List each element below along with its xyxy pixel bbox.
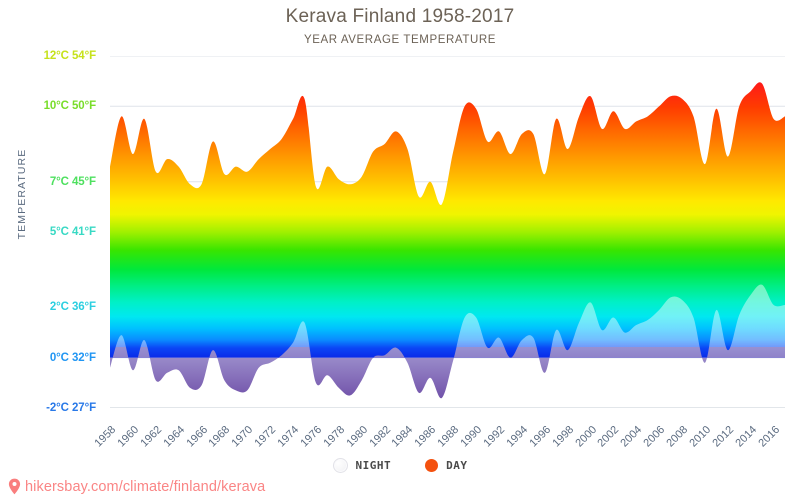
legend-label: NIGHT [355, 459, 392, 472]
day-series-area [110, 82, 785, 358]
y-axis-tick-5: 0°C 32°F [49, 351, 96, 364]
y-axis-tick-1: 10°C 50°F [43, 100, 97, 113]
page-title: Kerava Finland 1958-2017 [285, 6, 515, 27]
y-axis-tick-6: -2°C 27°F [46, 402, 96, 414]
plot-area [110, 56, 785, 408]
night-series-area [110, 284, 785, 398]
y-axis-tick-3: 5°C 41°F [49, 226, 96, 238]
night-dot [332, 458, 348, 473]
chart-subtitle: YEAR AVERAGE TEMPERATURE [303, 34, 497, 46]
day-dot [425, 459, 439, 472]
y-axis-tick-4: 2°C 36°F [49, 301, 96, 314]
legend-item-night[interactable]: NIGHT [332, 458, 392, 473]
legend-label: DAY [446, 459, 468, 472]
legend-item-day[interactable]: DAY [425, 459, 467, 472]
night-area-above-zero [115, 284, 785, 347]
source-url: hikersbay.com/climate/finland/kerava [25, 478, 266, 495]
location-pin-icon [8, 478, 21, 495]
night-area-below-zero [110, 347, 785, 398]
temperature-area-chart [110, 56, 785, 408]
day-area-path [110, 82, 785, 358]
y-axis-tick-2: 7°C 45°F [49, 175, 96, 188]
y-axis-tick-0: 12°C 54°F [43, 50, 97, 62]
chart-legend: NIGHT DAY [0, 458, 800, 473]
y-axis-tick-labels: 12°C 54°F 10°C 50°F 7°C 45°F 5°C 41°F 2°C 36… [0, 0, 110, 470]
source-watermark[interactable]: hikersbay.com/climate/finland/kerava [8, 478, 265, 495]
